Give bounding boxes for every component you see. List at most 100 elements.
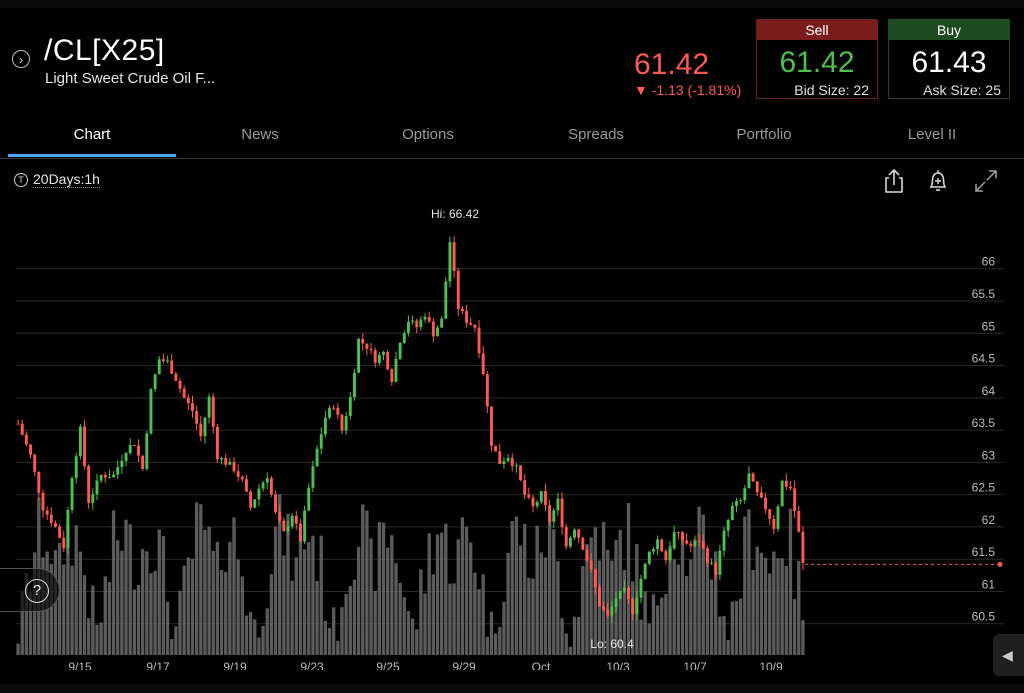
volume-bar	[336, 640, 340, 655]
volume-bar	[107, 581, 112, 655]
symbol-title: /CL[X25]	[44, 34, 165, 67]
triangle-left-icon[interactable]: ◀	[993, 634, 1024, 676]
tab-level-ii[interactable]: Level II	[907, 126, 957, 143]
volume-bar	[215, 541, 220, 655]
candle-body	[427, 316, 431, 322]
candle-body	[265, 478, 269, 483]
volume-bar	[448, 583, 452, 655]
volume-bar	[481, 574, 485, 655]
volume-bar	[647, 623, 651, 655]
candle-body	[436, 327, 439, 337]
y-tick-label: 65	[982, 319, 996, 333]
candle-body	[751, 473, 755, 482]
volume-bar	[776, 558, 780, 655]
candle-body	[415, 320, 419, 328]
volume-bar	[390, 535, 394, 655]
tab-spreads[interactable]: Spreads	[568, 126, 624, 143]
volume-bar	[170, 639, 174, 655]
volume-bar	[415, 629, 419, 655]
tab-portfolio[interactable]: Portfolio	[736, 126, 792, 143]
volume-bar	[348, 585, 352, 655]
volume-bar	[431, 574, 436, 655]
candle-body	[610, 607, 614, 616]
candle-body	[16, 423, 20, 425]
candle-body	[373, 349, 377, 363]
candle-body	[672, 532, 676, 549]
candle-body	[668, 548, 672, 560]
volume-bar	[145, 551, 149, 655]
candle-body	[369, 348, 373, 350]
volume-bar	[531, 578, 535, 655]
volume-bar	[62, 564, 66, 655]
candle-body	[207, 396, 211, 418]
tab-options[interactable]: Options	[402, 126, 454, 143]
candle-body	[340, 414, 344, 431]
volume-bar	[224, 572, 228, 655]
sell-button[interactable]: Sell 61.42 Bid Size: 22	[756, 19, 878, 99]
volume-bar	[738, 598, 743, 655]
symbol-description: Light Sweet Crude Oil F...	[45, 70, 216, 87]
price-chart[interactable]: 60.5 61 61.5 62 62.5 63 63.5 64 64.5 65 65.5 66 9/15…	[0, 200, 1024, 670]
candle-body	[361, 338, 365, 344]
candle-body	[170, 360, 174, 374]
volume-bar	[489, 611, 494, 655]
candle-body	[91, 494, 95, 503]
candle-body	[261, 482, 265, 489]
volume-bar	[788, 508, 793, 655]
candle-body	[382, 351, 385, 355]
y-tick-label: 63.5	[972, 416, 996, 430]
candle-body	[689, 543, 693, 547]
x-tick-label: 9/19	[223, 660, 247, 670]
volume-bar	[128, 524, 132, 655]
candle-body	[99, 474, 103, 481]
bell-plus-icon[interactable]	[924, 167, 952, 195]
share-icon[interactable]	[880, 167, 908, 195]
candle-body	[332, 407, 336, 409]
volume-bar	[493, 633, 498, 655]
timeframe-selector[interactable]: T 20Days:1h	[14, 171, 100, 188]
volume-bar	[709, 579, 714, 655]
chevron-right-circle-icon[interactable]: ›	[12, 50, 30, 68]
volume-bar	[606, 549, 610, 655]
volume-bar	[174, 626, 178, 655]
volume-bar	[726, 640, 730, 655]
candle-body	[74, 456, 78, 479]
candle-body	[693, 540, 697, 547]
candle-body	[228, 462, 232, 465]
candle-body	[514, 465, 518, 467]
volume-bar	[689, 559, 693, 655]
expand-icon[interactable]	[972, 167, 1000, 195]
candle-body	[402, 333, 406, 343]
volume-bar	[373, 591, 377, 655]
x-tick-label: 10/3	[606, 660, 630, 670]
candle-body	[660, 539, 664, 552]
buy-label: Buy	[889, 20, 1009, 40]
volume-bar	[124, 519, 128, 655]
candle-body	[195, 411, 199, 424]
volume-bar	[639, 619, 643, 655]
candle-body	[282, 520, 286, 532]
candle-body	[303, 510, 307, 542]
volume-bar	[136, 584, 141, 655]
candle-body	[681, 532, 684, 541]
tab-news[interactable]: News	[241, 126, 279, 143]
candle-body	[124, 453, 128, 461]
volume-bar	[498, 627, 502, 655]
volume-bar	[356, 546, 361, 655]
timeframe-label: 20Days:1h	[33, 171, 100, 188]
tab-chart[interactable]: Chart	[73, 126, 111, 143]
volume-bar	[527, 577, 531, 655]
candle-body	[253, 499, 257, 508]
candle-body	[215, 426, 219, 460]
volume-bar	[668, 545, 672, 655]
candle-body	[95, 480, 99, 495]
help-button[interactable]: ?	[0, 568, 60, 612]
y-tick-label: 64	[982, 384, 996, 398]
volume-bar	[560, 618, 564, 655]
x-tick-label: 9/25	[376, 660, 400, 670]
volume-bar	[780, 558, 784, 655]
buy-button[interactable]: Buy 61.43 Ask Size: 25	[888, 19, 1010, 99]
volume-bar	[568, 646, 573, 655]
volume-bar	[207, 526, 211, 655]
candle-body	[87, 466, 91, 503]
